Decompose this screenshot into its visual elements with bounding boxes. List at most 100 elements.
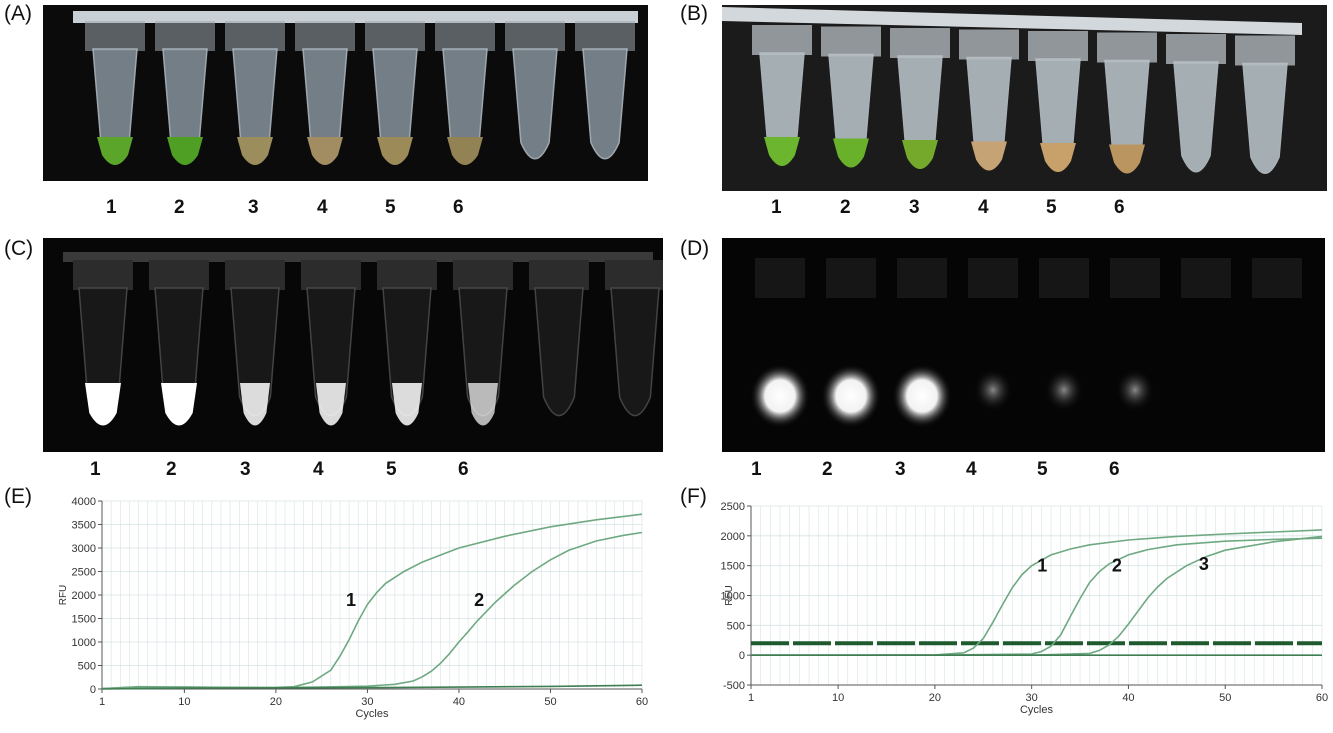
tube-cap [575,21,635,51]
fluorescence-photo-c [43,238,663,452]
y-tick-label: 500 [727,620,745,632]
tube-cap [295,21,355,51]
tube [610,287,660,417]
lane-label: 6 [1109,459,1120,480]
lane-label: 6 [1114,197,1125,218]
tube-liquid [902,140,938,169]
lane-label: 1 [90,459,101,480]
fluorescent-glow [821,364,881,428]
y-axis-label: RFU [724,585,735,606]
tube-cap [155,21,215,51]
x-tick-label: 1 [748,692,754,704]
tube-cap [959,29,1019,60]
tube-liquid [97,137,133,165]
tube [512,48,558,160]
tube-strip-photo-a [43,5,648,181]
tube-shadow [826,258,876,298]
tube-cap [821,26,881,57]
fluorescent-liquid [161,383,197,426]
tube-liquid [1040,143,1076,172]
tube-shadow [1252,258,1302,298]
x-tick-label: 60 [1316,692,1328,704]
y-tick-label: 0 [90,684,96,696]
fluorescent-glow [1044,368,1084,412]
tube-cap [149,260,209,290]
y-tick-label: 1000 [721,591,745,603]
tube-liquid [971,141,1007,171]
chart-f: -500 0 500 1000 1500 2000 2500 1 10 20 30 40 50 60 Cyc… [676,492,1333,728]
x-tick-label: 40 [1122,692,1134,704]
tube-liquid [237,137,273,165]
series-line-2 [751,537,1323,656]
lane-label: 4 [313,459,324,480]
y-tick-label: 2500 [72,567,96,579]
x-tick-label: 20 [270,696,282,708]
fluorescent-liquid [316,383,346,426]
fluorescence-photo-d [722,238,1325,452]
lane-label: 2 [822,459,833,480]
tube-cap [435,21,495,51]
x-tick-label: 30 [1026,692,1038,704]
tube-strip-photo-b [722,5,1327,191]
tube-cap [505,21,565,51]
x-axis-label: Cycles [355,708,389,720]
curve-annotation: 2 [474,590,484,610]
amplification-plot-e: 0 500 1000 1500 2000 2500 3000 3500 4000 1 10 20 30 4… [58,496,648,720]
lane-label: 6 [453,197,464,218]
lane-label: 2 [840,197,851,218]
fluorescent-liquid [392,383,422,426]
y-tick-label: 2000 [721,531,745,543]
series-line-2 [101,531,643,690]
series-line-1 [751,529,1323,656]
x-tick-label: 1 [99,696,105,708]
y-tick-label: 500 [78,661,96,673]
photo-panel-a [43,5,648,181]
x-tick-label: 30 [361,696,373,708]
photo-panel-b [722,5,1327,191]
lane-label: 1 [751,459,762,480]
lane-label: 5 [1037,459,1048,480]
lane-label: 1 [771,197,782,218]
tube-cap [1235,35,1295,66]
tube-cap [225,21,285,51]
panel-label-e: (E) [4,485,32,508]
tube-cap [377,260,437,290]
tube-cap [752,25,812,55]
fluorescent-glow [892,364,952,428]
x-axis-label: Cycles [1020,704,1054,716]
tube-cap [301,260,361,290]
y-tick-label: -500 [723,680,745,692]
panel-label-c: (C) [4,237,34,260]
tube-liquid [1109,144,1145,174]
curve-annotation: 3 [1199,554,1209,574]
tube-cap [605,260,663,290]
y-tick-label: 2000 [72,590,96,602]
y-axis-label: RFU [58,585,69,606]
lane-label: 5 [1046,197,1057,218]
y-tick-label: 3000 [72,543,96,555]
photo-panel-c [43,238,663,452]
tube-liquid [833,138,869,168]
tube-shadow [755,258,805,298]
tube-liquid [167,137,203,165]
fluorescent-liquid [85,383,121,426]
tube-shadow [1039,258,1089,298]
curve-annotation: 2 [1112,556,1122,576]
lane-label: 4 [317,197,328,218]
series-line-baseline [101,684,643,690]
fluorescent-liquid [468,383,498,426]
tube-liquid [377,137,413,165]
y-tick-label: 1500 [72,614,96,626]
y-tick-label: 1500 [721,561,745,573]
lane-label: 3 [895,459,906,480]
tube-cap [225,260,285,290]
panel-label-f: (F) [680,485,707,508]
tube [534,287,584,417]
lane-label: 1 [106,197,117,218]
panel-label-b: (B) [680,2,708,25]
lane-label: 2 [166,459,177,480]
y-tick-label: 1000 [72,637,96,649]
amplification-plot-f: -500 0 500 1000 1500 2000 2500 1 10 20 30 40 50 60 Cyc… [721,501,1329,716]
x-tick-label: 50 [544,696,556,708]
curve-annotation: 1 [1037,556,1047,576]
